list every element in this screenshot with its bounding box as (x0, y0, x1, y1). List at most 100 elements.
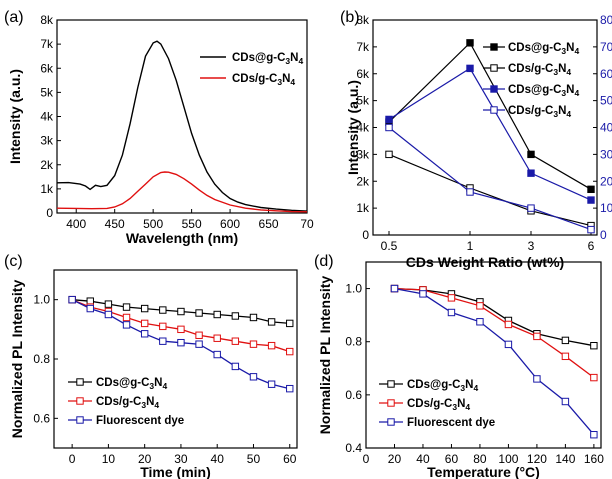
panel-d-series-2-marker (590, 373, 598, 382)
panel-b-ytick: 8k (356, 13, 370, 27)
panel-c-label: (c) (4, 253, 23, 270)
panel-d-series-2-marker (504, 320, 513, 329)
panel-c-series-3-marker (286, 384, 294, 393)
panel-d-xtick: 160 (584, 452, 604, 466)
panel-a-xtick: 450 (105, 217, 125, 231)
panel-c-xtick: 50 (247, 452, 261, 466)
panel-c-series-3-marker (249, 373, 258, 381)
panel-d-xtick: 140 (555, 452, 575, 466)
panel-c-series-2-marker (195, 331, 203, 339)
panel-b-ytick: 2k (356, 174, 370, 188)
panel-c-xtick: 20 (138, 452, 152, 466)
panel-c-xtick: 30 (174, 452, 188, 466)
panel-d-ytick: 0.8 (345, 335, 362, 349)
panel-b-xtick: 3 (528, 239, 535, 253)
panel-b-legend-marker (490, 85, 498, 93)
panel-d-xtick: 40 (416, 452, 430, 466)
panel-c-series-1-marker (122, 303, 131, 311)
panel-c-series-2-marker (267, 341, 276, 350)
panel-c-series-3-marker (104, 310, 113, 319)
panel-b-legend-label: CDs/g-C3N4 (508, 105, 571, 119)
panel-d-legend-marker (387, 380, 395, 388)
panel-a-series-1-line (56, 40, 308, 212)
panel-c-series-1-marker (249, 313, 258, 322)
panel-b-ytick: 4k (356, 121, 370, 135)
panel-a-xtick: 70 (300, 217, 314, 231)
panel-b-legend-marker (490, 64, 498, 72)
panel-d-xtick: 120 (527, 452, 547, 466)
panel-c-series-3-marker (231, 362, 240, 371)
panel-b-legend-label: CDs@g-C3N4 (508, 84, 579, 98)
panel-b-ytick: 1k (356, 201, 370, 215)
panel-d-ylabel: Normalized PL Intensity (317, 276, 333, 435)
panel-c-series-1-marker (267, 318, 276, 326)
panel-b-legend-marker (490, 43, 498, 51)
panel-c-series-1-marker (286, 319, 294, 328)
panel-a-xtick: 400 (66, 217, 86, 231)
panel-d-xtick: 20 (388, 452, 402, 466)
panel-b-series-3-marker (385, 115, 393, 124)
panel-c-legend-marker (76, 378, 84, 386)
panel-b-series-3-line (388, 67, 592, 201)
panel-c-legend-label: Fluorescent dye (96, 415, 184, 427)
panel-c-xtick: 0 (69, 452, 76, 466)
panel-d-xlabel: Temperature (°C) (427, 464, 540, 479)
panel-b-xtick: 1 (467, 239, 474, 253)
panel-b-ytick: 6k (356, 67, 370, 81)
panel-b-xtick: 0.5 (381, 239, 398, 253)
panel-c-series-2-marker (159, 322, 167, 331)
panel-d-legend-label: CDs/g-C3N4 (407, 398, 470, 412)
panel-b-ylabel: Intensity (a.u.) (345, 80, 361, 175)
panel-d-xtick: 100 (498, 452, 518, 466)
panel-d-ytick: 0.6 (345, 388, 362, 402)
panel-c-xlabel: Time (min) (140, 464, 211, 479)
panel-c-series-1-marker (159, 306, 167, 314)
panel-c-series-2-marker (122, 313, 131, 322)
panel-b-ytick: 3k (356, 147, 370, 161)
panel-d-series-2-marker (476, 302, 484, 310)
panel-c-xtick: 60 (283, 452, 297, 466)
panel-d-series-1-marker (561, 336, 570, 345)
panel-b-y2tick: 0 (600, 228, 607, 242)
panel-a-ytick: 1k (40, 182, 54, 196)
panel-c-series-3-marker (177, 338, 185, 347)
panel-b-series-4-marker (587, 225, 595, 234)
panel-c-series-3-marker (86, 304, 94, 313)
panel-c-series-3-marker (68, 295, 76, 304)
panel-b-series-1-marker (466, 39, 474, 47)
panel-c-series-2-marker (231, 337, 240, 345)
panel-c-series-3-marker (159, 337, 167, 345)
panel-b-y2tick: 20 (600, 174, 612, 188)
panel-d-series-3-line (394, 287, 595, 436)
panel-b-y2tick: 40 (600, 121, 612, 135)
panel-c-series-2-marker (140, 319, 149, 328)
panel-b-series-3-marker (466, 64, 474, 73)
panel-b-label: (b) (340, 9, 360, 26)
panel-b-y2tick: 80 (600, 13, 612, 27)
panel-c-series-1-marker (231, 312, 240, 320)
panel-a-ytick: 7k (40, 37, 54, 51)
panel-b-series-1-line (388, 41, 592, 190)
panel-c-series-3-marker (195, 340, 203, 348)
panel-c-series-2-marker (213, 334, 221, 342)
panel-b-ytick: 7k (356, 40, 370, 54)
panel-b-series-4-line (388, 127, 592, 231)
panel-a-xlabel: Wavelength (nm) (126, 230, 238, 246)
panel-d-series-2-marker (447, 294, 456, 302)
panel-d-series-3-marker (447, 308, 456, 317)
panel-d-series-3-marker (390, 284, 399, 293)
panel-d-series-3-marker (590, 431, 598, 439)
panel-c-series-1-marker (213, 310, 221, 319)
panel-c-legend-marker (76, 416, 84, 424)
panel-b-series-3-marker (587, 196, 595, 204)
panel-d-series-3-marker (419, 290, 427, 298)
panel-a-series-2-line (56, 171, 308, 213)
panel-d-legend-label: Fluorescent dye (407, 417, 495, 429)
panel-c-series-2-marker (177, 325, 185, 334)
panel-b-y2tick: 60 (600, 67, 612, 81)
panel-d-series-2-marker (561, 352, 570, 361)
panel-b-legend-label: CDs/g-C3N4 (508, 63, 571, 77)
panel-a-label: (a) (4, 9, 24, 26)
panel-c-ytick: 0.8 (33, 352, 50, 366)
